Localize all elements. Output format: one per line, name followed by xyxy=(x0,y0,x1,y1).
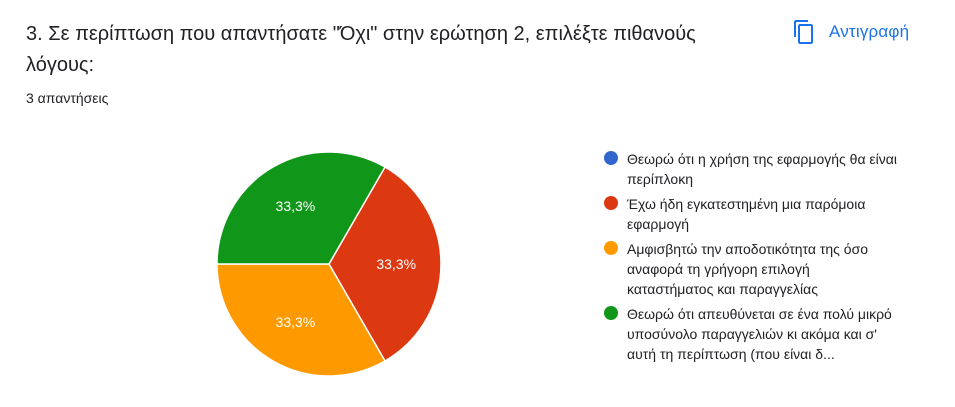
legend-label: Θεωρώ ότι απευθύνεται σε ένα πολύ μικρό … xyxy=(627,306,892,362)
question-title: 3. Σε περίπτωση που απαντήσατε "Όχι" στη… xyxy=(26,23,696,76)
legend: Θεωρώ ότι η χρήση της εφαρμογής θα είναι… xyxy=(604,149,904,369)
slice-label: 33,3% xyxy=(276,198,316,214)
legend-label: Αμφισβητώ την αποδοτικότητα της όσο αναφ… xyxy=(627,241,869,297)
legend-item[interactable]: Θεωρώ ότι απευθύνεται σε ένα πολύ μικρό … xyxy=(604,304,904,364)
legend-color-dot xyxy=(604,151,618,165)
legend-color-dot xyxy=(604,196,618,210)
legend-color-dot xyxy=(604,306,618,320)
legend-label: Θεωρώ ότι η χρήση της εφαρμογής θα είναι… xyxy=(627,151,897,187)
pie-slice[interactable] xyxy=(216,263,387,377)
legend-item[interactable]: Έχω ήδη εγκατεστημένη μια παρόμοια εφαρμ… xyxy=(604,194,904,234)
legend-item[interactable]: Αμφισβητώ την αποδοτικότητα της όσο αναφ… xyxy=(604,239,904,299)
slice-label: 33,3% xyxy=(276,314,316,330)
response-count: 3 απαντήσεις xyxy=(26,90,109,106)
copy-button[interactable]: Αντιγραφή xyxy=(793,16,909,48)
pie-slice[interactable] xyxy=(216,151,387,265)
copy-icon xyxy=(794,20,813,44)
legend-label: Έχω ήδη εγκατεστημένη μια παρόμοια εφαρμ… xyxy=(627,196,866,232)
legend-item[interactable]: Θεωρώ ότι η χρήση της εφαρμογής θα είναι… xyxy=(604,149,904,189)
copy-label: Αντιγραφή xyxy=(829,22,910,41)
pie-chart: 33,3% 33,3% 33,3% xyxy=(216,151,442,377)
slice-label: 33,3% xyxy=(376,256,416,272)
legend-color-dot xyxy=(604,241,618,255)
pie-slice[interactable] xyxy=(328,165,442,363)
